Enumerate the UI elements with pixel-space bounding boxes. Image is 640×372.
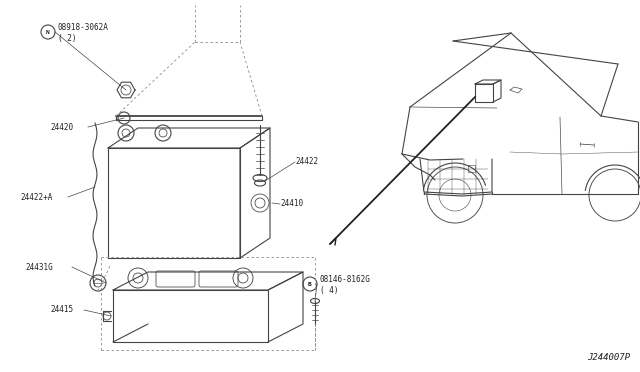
Text: 08146-8162G: 08146-8162G: [320, 276, 371, 285]
Text: ( 2): ( 2): [58, 33, 77, 42]
Text: 24422: 24422: [295, 157, 318, 167]
Text: 24415: 24415: [50, 305, 73, 314]
Text: 24422+A: 24422+A: [20, 192, 52, 202]
Text: ( 4): ( 4): [320, 285, 339, 295]
Text: 24410: 24410: [280, 199, 303, 208]
Text: 08918-3062A: 08918-3062A: [58, 23, 109, 32]
Text: 24431G: 24431G: [25, 263, 52, 272]
Text: B: B: [308, 282, 312, 286]
Text: J244007P: J244007P: [587, 353, 630, 362]
Text: N: N: [46, 29, 50, 35]
Text: 24420: 24420: [50, 122, 73, 131]
